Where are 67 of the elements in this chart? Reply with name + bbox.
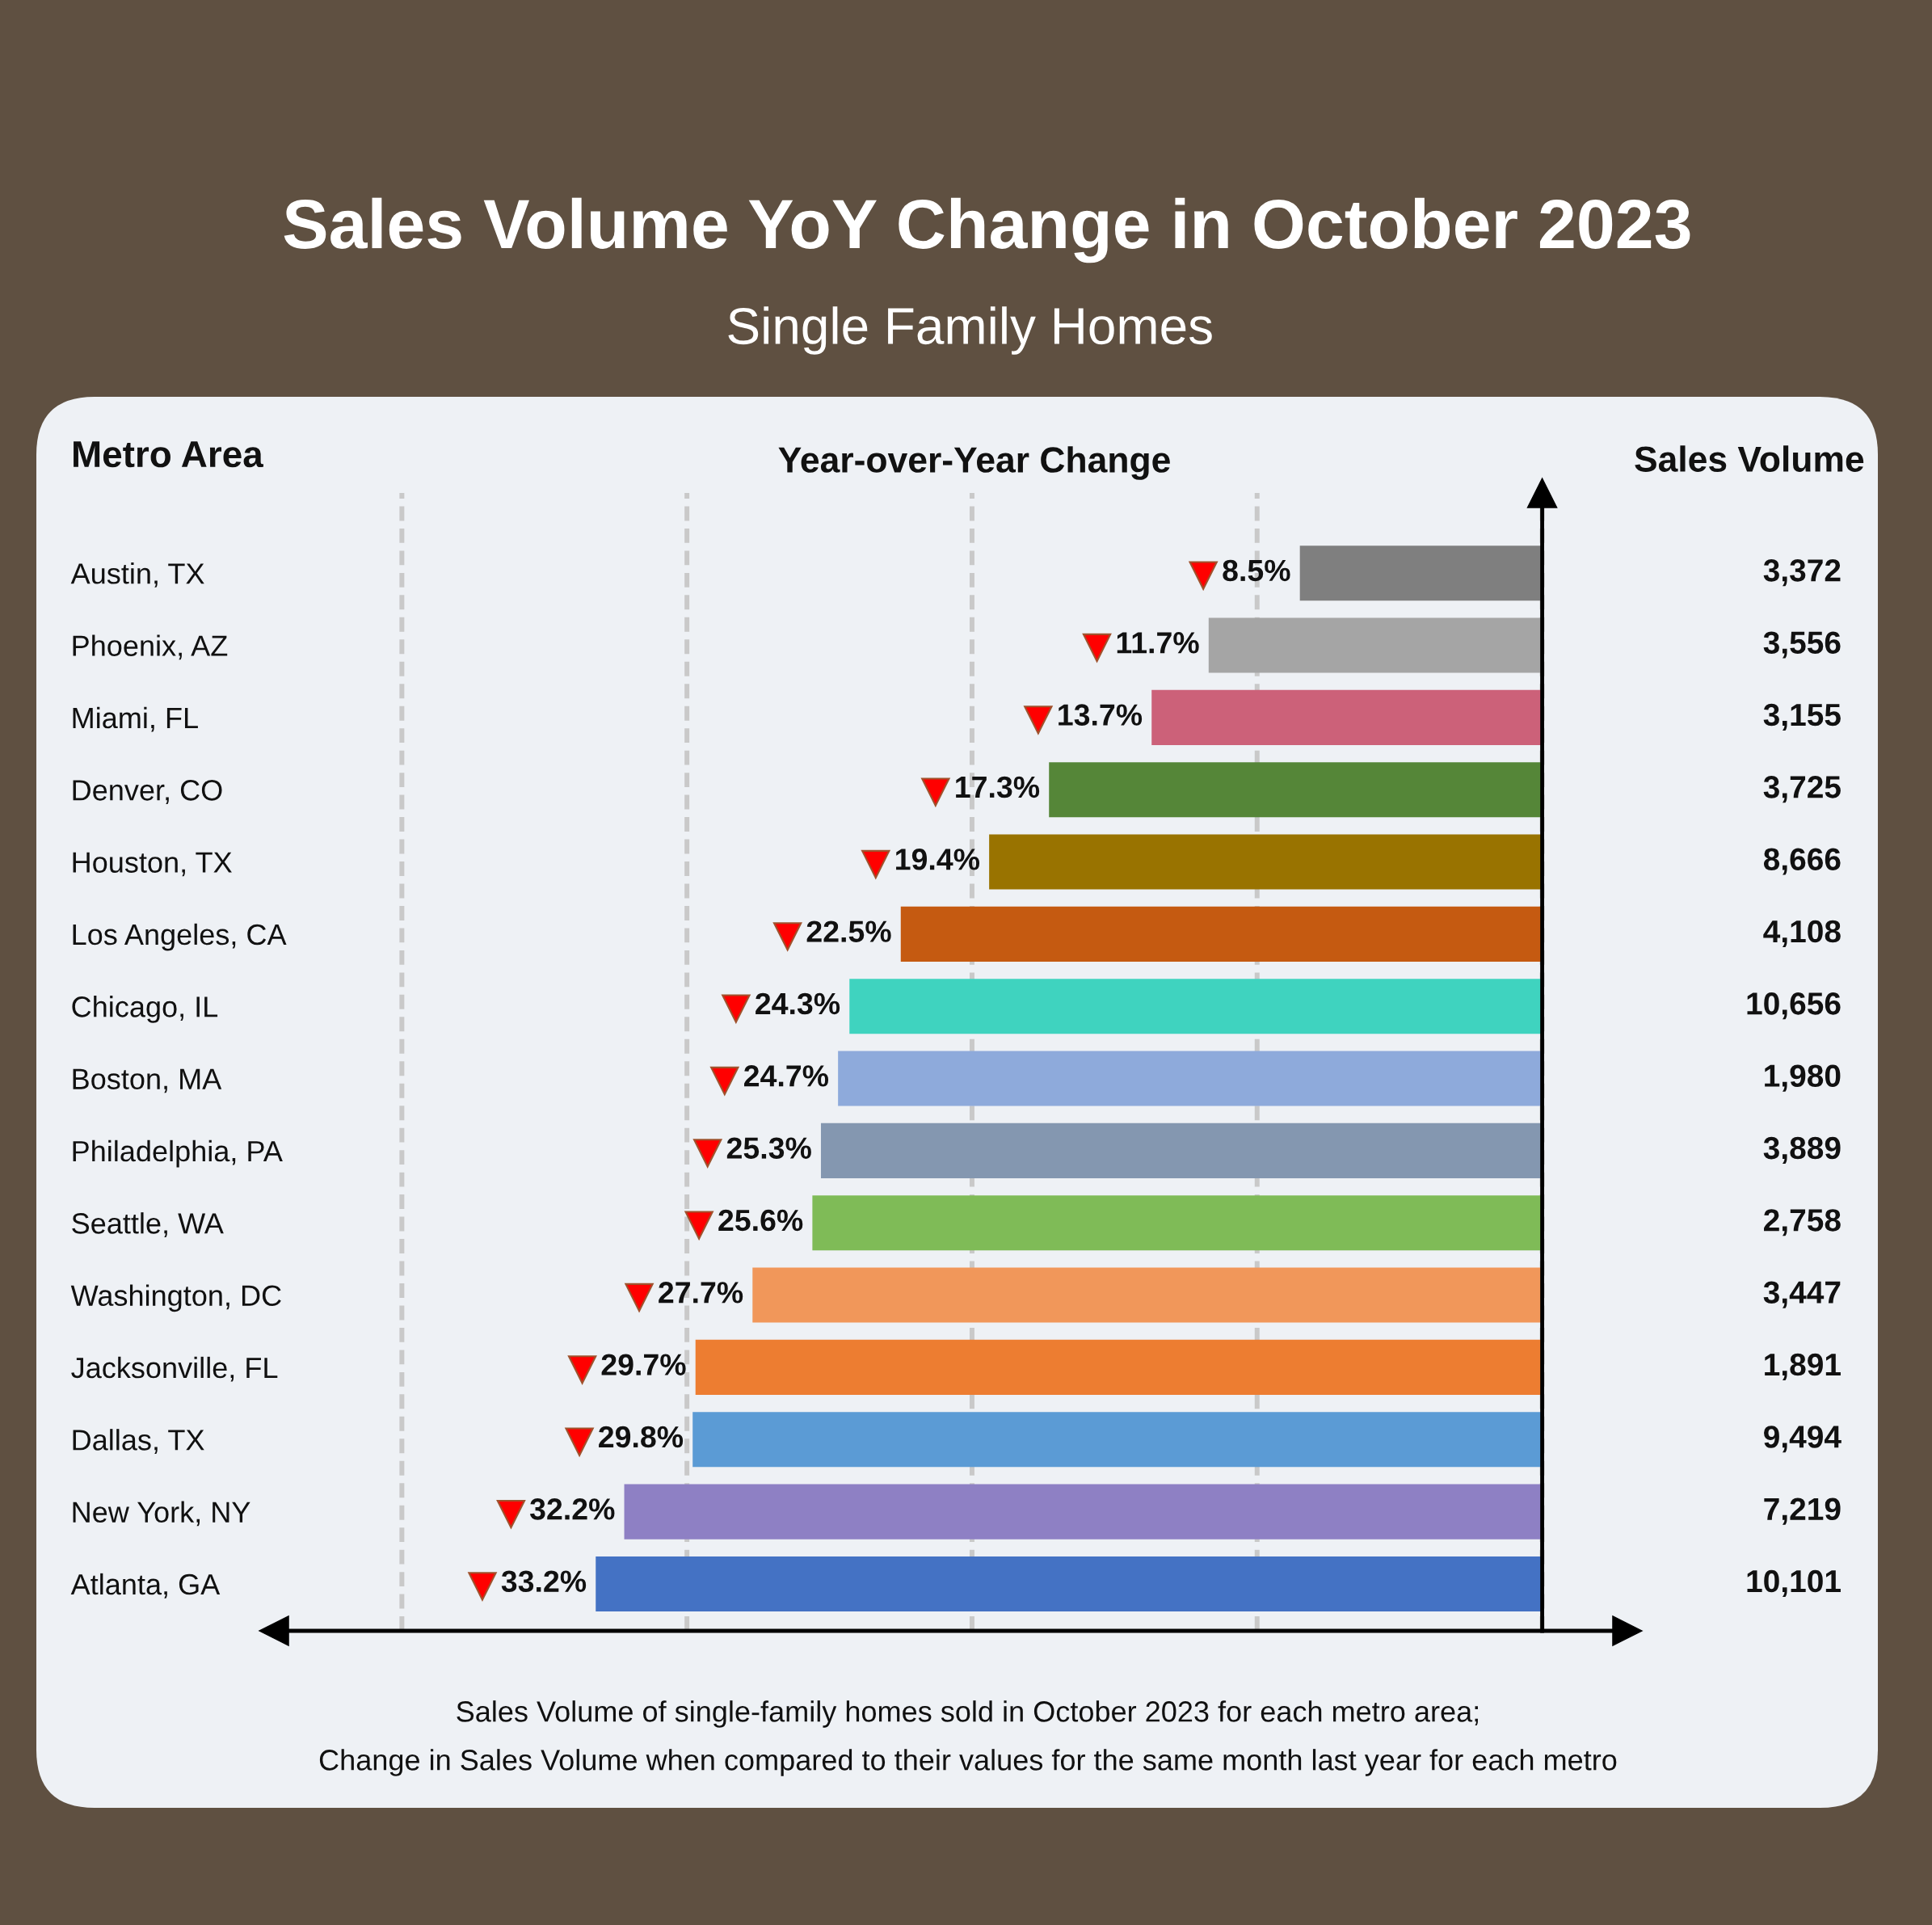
data-label: 3,372 xyxy=(1763,559,1841,587)
data-label: 3,447 xyxy=(1763,1281,1841,1308)
bar xyxy=(752,1267,1543,1323)
data-label: 3,725 xyxy=(1763,776,1841,803)
data-label: 29.7% xyxy=(601,1354,686,1375)
data-label: 8.5% xyxy=(1223,559,1290,582)
x-axis-title: Year-over-Year Change xyxy=(778,446,1170,480)
bar xyxy=(812,1195,1543,1251)
data-label: 2,758 xyxy=(1764,1209,1841,1236)
data-label: 8,666 xyxy=(1763,848,1841,875)
y-tick-label: Los Angeles, CA xyxy=(73,923,287,951)
data-label: 32.2% xyxy=(529,1498,615,1520)
data-label: 24.3% xyxy=(756,992,840,1015)
bar xyxy=(1208,617,1543,673)
data-label: 11.7% xyxy=(1117,632,1199,654)
data-label: 22.5% xyxy=(806,920,891,942)
bar xyxy=(596,1556,1543,1611)
y-axis-title: Metro Area xyxy=(74,441,263,468)
data-label: 1,891 xyxy=(1765,1353,1841,1380)
data-label: 3,889 xyxy=(1763,1136,1841,1164)
bar xyxy=(900,906,1543,962)
data-label: 25.6% xyxy=(718,1209,803,1232)
bar xyxy=(692,1412,1543,1468)
y-tick-label: Dallas, TX xyxy=(73,1429,204,1454)
data-label: 33.2% xyxy=(501,1570,587,1593)
data-label: 9,494 xyxy=(1764,1426,1842,1453)
y-tick-label: Houston, TX xyxy=(73,852,232,877)
bar xyxy=(695,1339,1543,1395)
y-tick-label: Jacksonville, FL xyxy=(71,1356,278,1382)
text: Sales Volume xyxy=(1635,445,1864,472)
data-label: 7,219 xyxy=(1764,1497,1841,1525)
bar xyxy=(838,1051,1543,1106)
bar xyxy=(1049,762,1543,818)
y-tick-label: Miami, FL xyxy=(73,706,198,732)
bar xyxy=(624,1484,1543,1540)
bar xyxy=(1299,545,1543,601)
data-label: 10,656 xyxy=(1747,992,1841,1020)
y-tick-label: Chicago, IL xyxy=(72,996,218,1023)
data-label: 25.3% xyxy=(726,1137,811,1160)
data-label: 17.3% xyxy=(956,776,1040,798)
data-label: 10,101 xyxy=(1747,1569,1841,1598)
bar xyxy=(989,834,1543,890)
data-label: 19.4% xyxy=(896,849,980,870)
y-tick-label: Atlanta, GA xyxy=(70,1573,221,1599)
y-tick-label: Philadelphia, PA xyxy=(73,1139,283,1168)
chart-subtitle: Single Family Homes xyxy=(728,306,1212,355)
data-label: 13.7% xyxy=(1059,704,1143,726)
text: Change in Sales Volume when compared to their values for the same month last year for each metro xyxy=(319,1749,1617,1776)
data-label: 1,980 xyxy=(1765,1064,1841,1092)
data-label: 3,556 xyxy=(1763,631,1841,659)
data-label: 4,108 xyxy=(1763,920,1841,947)
bar xyxy=(849,979,1543,1034)
y-tick-label: Washington, DC xyxy=(70,1284,281,1312)
bar xyxy=(1151,689,1543,745)
data-label: 3,155 xyxy=(1763,703,1841,731)
data-label: 27.7% xyxy=(659,1282,743,1304)
y-tick-label: New York, NY xyxy=(73,1501,250,1527)
y-tick-label: Austin, TX xyxy=(70,562,204,588)
y-tick-label: Seattle, WA xyxy=(72,1212,224,1237)
y-tick-label: Phoenix, AZ xyxy=(73,634,228,660)
data-label: 29.8% xyxy=(599,1426,684,1448)
y-tick-label: Boston, MA xyxy=(73,1068,222,1093)
bar xyxy=(820,1123,1543,1178)
y-tick-label: Denver, CO xyxy=(73,780,222,804)
text: Sales Volume of single-family homes sold in October 2023 for each metro area; xyxy=(457,1700,1478,1728)
chart-title: Sales Volume YoY Change in October 2023 xyxy=(284,197,1690,263)
data-label: 24.7% xyxy=(744,1065,829,1087)
